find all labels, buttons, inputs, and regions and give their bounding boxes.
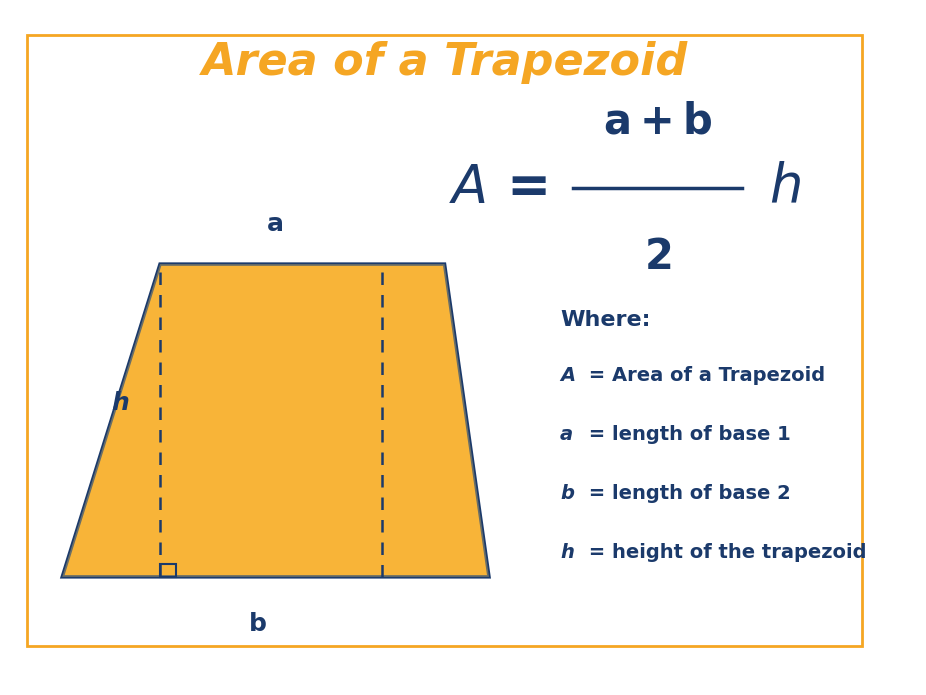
Text: b: b [560, 484, 574, 503]
Bar [160, 564, 176, 577]
Text: $\mathit{h}$: $\mathit{h}$ [770, 162, 801, 213]
Text: h: h [111, 391, 129, 415]
Text: b: b [249, 612, 267, 636]
Text: = length of base 2: = length of base 2 [582, 484, 791, 503]
Text: a: a [267, 212, 284, 236]
Text: $\mathbf{a + b}$: $\mathbf{a + b}$ [604, 101, 712, 142]
Text: = length of base 1: = length of base 1 [582, 425, 791, 444]
Text: $\mathit{A}$ =: $\mathit{A}$ = [449, 162, 546, 213]
Text: h: h [560, 543, 574, 562]
Polygon shape [62, 264, 489, 577]
Polygon shape [62, 264, 489, 577]
Text: = Area of a Trapezoid: = Area of a Trapezoid [582, 366, 825, 385]
Text: A: A [560, 366, 575, 385]
Text: = height of the trapezoid: = height of the trapezoid [582, 543, 867, 562]
Text: $\mathbf{2}$: $\mathbf{2}$ [644, 236, 671, 278]
Text: Where:: Where: [560, 310, 651, 329]
Text: Area of a Trapezoid: Area of a Trapezoid [202, 41, 688, 84]
Text: a: a [560, 425, 573, 444]
